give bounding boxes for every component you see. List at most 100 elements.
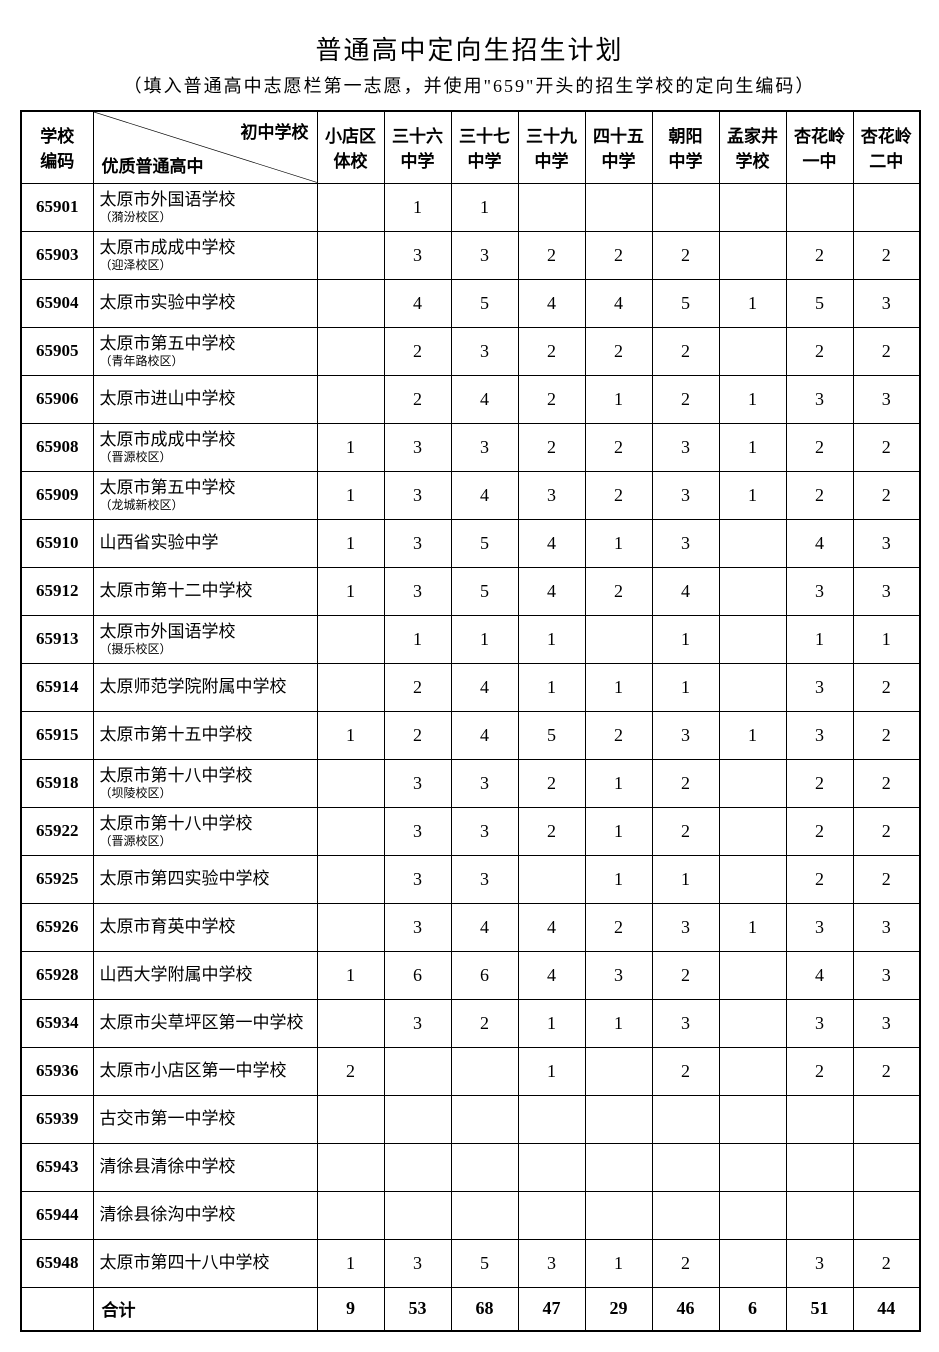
data-cell: 2 [786,855,853,903]
table-row: 65912太原市第十二中学校13542433 [21,567,920,615]
total-label: 合计 [93,1287,317,1331]
total-empty [21,1287,93,1331]
code-cell: 65943 [21,1143,93,1191]
school-name: 太原市第十二中学校 [100,581,311,601]
data-cell: 1 [585,1239,652,1287]
data-cell: 3 [652,471,719,519]
data-cell [719,1191,786,1239]
data-cell [652,1191,719,1239]
code-cell: 65944 [21,1191,93,1239]
data-cell: 1 [384,183,451,231]
data-cell [719,855,786,903]
data-cell [585,1047,652,1095]
table-row: 65901太原市外国语学校（漪汾校区）11 [21,183,920,231]
school-name: 山西省实验中学 [100,533,311,553]
data-cell [585,1095,652,1143]
data-cell [317,1143,384,1191]
data-cell: 2 [853,663,920,711]
data-cell: 2 [585,471,652,519]
data-cell: 1 [585,855,652,903]
table-row: 65925太原市第四实验中学校331122 [21,855,920,903]
data-cell: 1 [652,663,719,711]
data-cell [786,1095,853,1143]
data-cell [317,807,384,855]
data-cell [384,1047,451,1095]
data-cell: 4 [384,279,451,327]
data-cell: 2 [652,1047,719,1095]
data-cell: 5 [652,279,719,327]
data-cell: 3 [384,423,451,471]
data-cell [719,807,786,855]
data-cell: 2 [652,951,719,999]
header-code: 学校 编码 [21,111,93,183]
data-cell [719,759,786,807]
code-cell: 65905 [21,327,93,375]
code-cell: 65925 [21,855,93,903]
diag-top-label: 初中学校 [241,118,309,143]
code-cell: 65906 [21,375,93,423]
data-cell: 2 [853,1239,920,1287]
data-cell [317,231,384,279]
data-cell: 2 [786,327,853,375]
data-cell [853,1095,920,1143]
table-row: 65934太原市尖草坪区第一中学校3211333 [21,999,920,1047]
total-cell: 46 [652,1287,719,1331]
school-sub: （青年路校区） [100,354,311,368]
data-cell: 3 [384,807,451,855]
code-cell: 65934 [21,999,93,1047]
data-cell: 4 [451,663,518,711]
data-cell: 3 [786,999,853,1047]
data-cell [317,1095,384,1143]
data-cell: 3 [853,999,920,1047]
data-cell: 1 [719,903,786,951]
data-cell: 1 [317,711,384,759]
school-name: 太原市第十八中学校 [100,766,311,786]
data-cell: 2 [451,999,518,1047]
data-cell: 1 [719,375,786,423]
data-cell: 2 [652,807,719,855]
data-cell [853,1191,920,1239]
school-sub: （晋源校区） [100,834,311,848]
table-header-row: 学校 编码 初中学校 优质普通高中 小店区 体校 三十六 中学 三十七 中学 三… [21,111,920,183]
school-cell: 太原市第十八中学校（坝陵校区） [93,759,317,807]
school-cell: 山西大学附属中学校 [93,951,317,999]
data-cell: 2 [786,423,853,471]
code-cell: 65913 [21,615,93,663]
data-cell: 3 [786,711,853,759]
data-cell [518,1191,585,1239]
code-cell: 65948 [21,1239,93,1287]
data-cell: 1 [317,423,384,471]
school-name: 太原市外国语学校 [100,190,311,210]
data-cell: 3 [652,519,719,567]
total-cell: 47 [518,1287,585,1331]
data-cell: 3 [451,807,518,855]
data-cell: 3 [652,423,719,471]
data-cell [317,663,384,711]
school-name: 太原市尖草坪区第一中学校 [100,1013,311,1033]
code-cell: 65909 [21,471,93,519]
school-name: 太原师范学院附属中学校 [100,677,311,697]
school-cell: 太原市成成中学校（迎泽校区） [93,231,317,279]
data-cell: 2 [652,759,719,807]
data-cell: 3 [652,711,719,759]
code-cell: 65908 [21,423,93,471]
school-name: 太原市第四十八中学校 [100,1253,311,1273]
data-cell [719,519,786,567]
data-cell: 2 [652,375,719,423]
data-cell [451,1191,518,1239]
data-cell [652,1095,719,1143]
data-cell: 1 [518,615,585,663]
data-cell: 3 [853,279,920,327]
data-cell: 2 [384,663,451,711]
data-cell: 2 [585,327,652,375]
data-cell [786,1143,853,1191]
school-cell: 古交市第一中学校 [93,1095,317,1143]
code-cell: 65912 [21,567,93,615]
data-cell: 4 [518,279,585,327]
data-cell: 3 [384,999,451,1047]
school-cell: 太原市第十八中学校（晋源校区） [93,807,317,855]
data-cell [585,1143,652,1191]
total-cell: 44 [853,1287,920,1331]
data-cell [719,1047,786,1095]
data-cell: 1 [585,519,652,567]
